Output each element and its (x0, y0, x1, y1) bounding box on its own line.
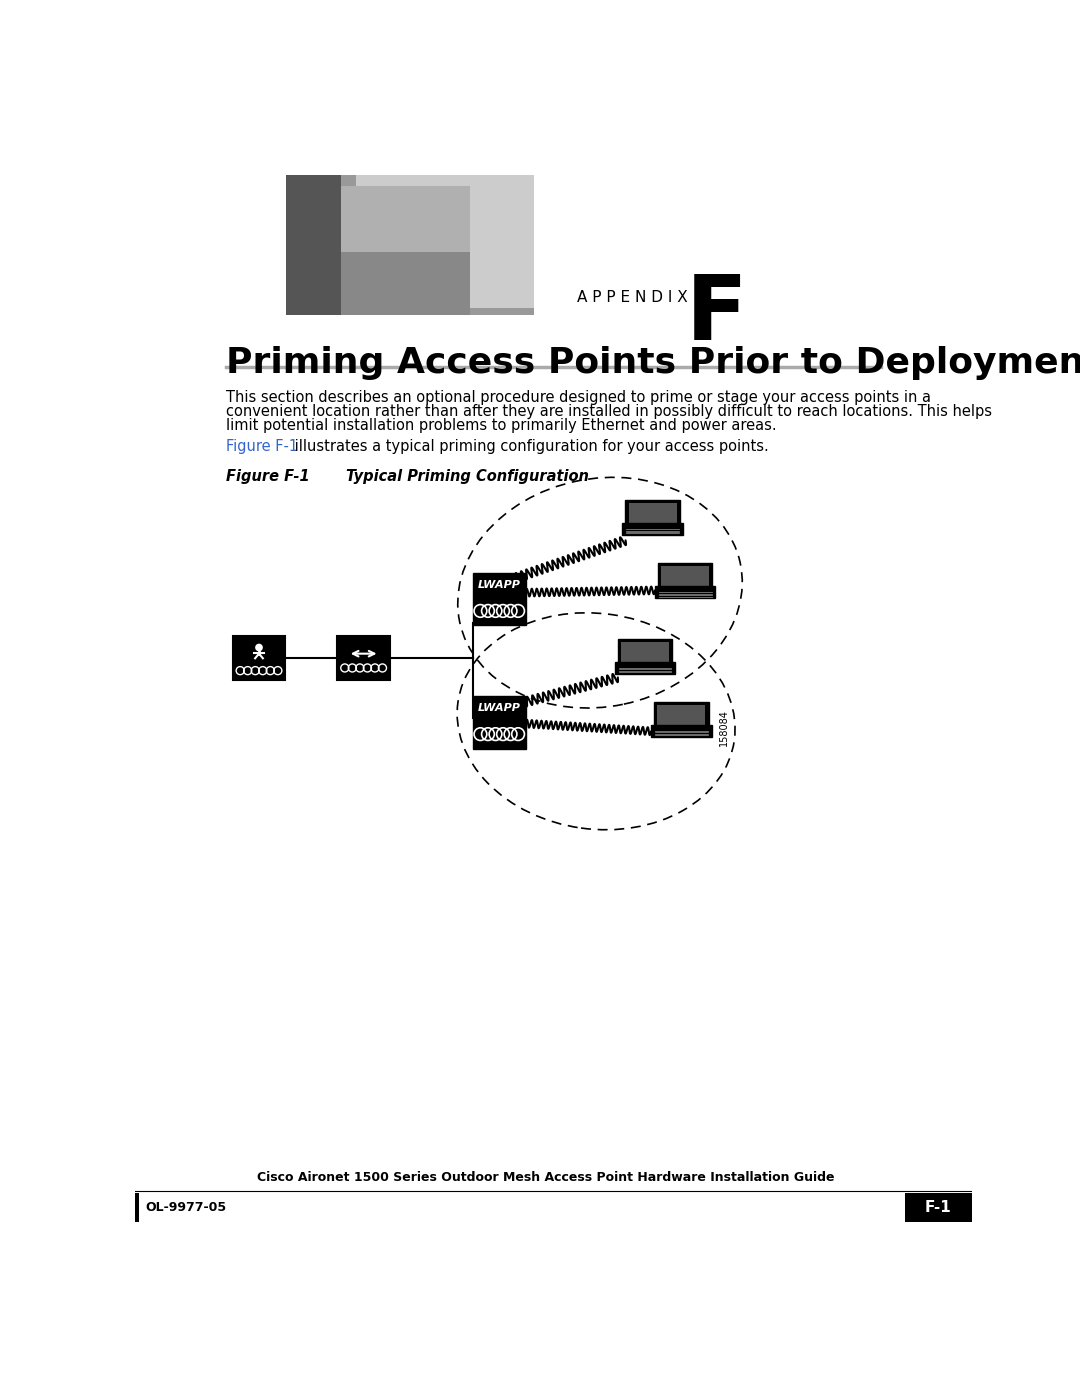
FancyBboxPatch shape (135, 1193, 972, 1222)
Text: LWAPP: LWAPP (477, 580, 521, 590)
FancyBboxPatch shape (661, 567, 710, 587)
FancyBboxPatch shape (654, 703, 708, 729)
FancyBboxPatch shape (625, 500, 680, 527)
FancyBboxPatch shape (473, 719, 526, 749)
FancyBboxPatch shape (355, 175, 535, 309)
FancyBboxPatch shape (615, 662, 675, 673)
Text: Figure F-1: Figure F-1 (227, 440, 298, 454)
FancyBboxPatch shape (651, 725, 712, 736)
Text: A P P E N D I X: A P P E N D I X (577, 291, 688, 306)
Text: OL-9977-05: OL-9977-05 (146, 1200, 227, 1214)
Circle shape (255, 644, 262, 651)
Text: Cisco Aironet 1500 Series Outdoor Mesh Access Point Hardware Installation Guide: Cisco Aironet 1500 Series Outdoor Mesh A… (257, 1171, 835, 1185)
FancyBboxPatch shape (658, 705, 705, 725)
FancyBboxPatch shape (340, 251, 470, 316)
Text: 158084: 158084 (719, 710, 729, 746)
FancyBboxPatch shape (905, 1193, 972, 1222)
Text: limit potential installation problems to primarily Ethernet and power areas.: limit potential installation problems to… (227, 418, 778, 433)
FancyBboxPatch shape (286, 175, 535, 316)
FancyBboxPatch shape (629, 503, 677, 524)
FancyBboxPatch shape (340, 186, 470, 316)
Text: F-1: F-1 (924, 1200, 951, 1214)
FancyBboxPatch shape (135, 1193, 139, 1222)
Text: convenient location rather than after they are installed in possibly difficult t: convenient location rather than after th… (227, 404, 993, 419)
FancyBboxPatch shape (618, 638, 672, 665)
Text: This section describes an optional procedure designed to prime or stage your acc: This section describes an optional proce… (227, 390, 931, 405)
FancyBboxPatch shape (473, 597, 526, 626)
Text: illustrates a typical priming configuration for your access points.: illustrates a typical priming configurat… (291, 440, 769, 454)
FancyBboxPatch shape (656, 587, 715, 598)
Text: F: F (685, 271, 747, 359)
FancyBboxPatch shape (337, 636, 390, 680)
FancyBboxPatch shape (621, 643, 669, 662)
Text: Figure F-1: Figure F-1 (227, 469, 310, 483)
FancyBboxPatch shape (473, 696, 526, 719)
FancyBboxPatch shape (658, 563, 713, 590)
Text: Typical Priming Configuration: Typical Priming Configuration (346, 469, 589, 483)
FancyBboxPatch shape (232, 636, 285, 680)
FancyBboxPatch shape (286, 175, 340, 316)
Text: Priming Access Points Prior to Deployment: Priming Access Points Prior to Deploymen… (227, 346, 1080, 380)
FancyBboxPatch shape (473, 573, 526, 597)
FancyBboxPatch shape (622, 522, 683, 535)
Text: LWAPP: LWAPP (477, 703, 521, 712)
